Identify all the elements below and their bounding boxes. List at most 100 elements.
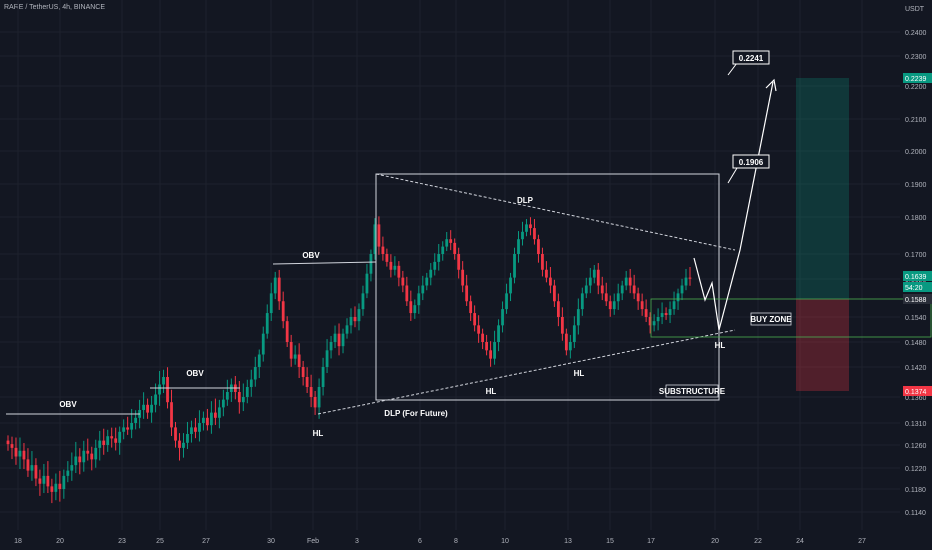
candle-body (576, 309, 580, 326)
candle-body (648, 317, 652, 326)
candle-body (22, 450, 26, 460)
y-tick-label: 0.1480 (905, 340, 927, 347)
buy-zone-box (650, 298, 932, 338)
candle-body (122, 427, 126, 432)
candle-body (620, 285, 624, 294)
candle-body (401, 277, 405, 286)
substructure-box (375, 173, 720, 401)
candle-body (18, 450, 22, 457)
candle-body (541, 254, 544, 270)
entry-price-badge: 0.1588 (905, 297, 927, 304)
candle-body (361, 293, 365, 310)
candle-body (568, 342, 572, 351)
candle-body (533, 228, 536, 240)
candle-body (82, 450, 86, 463)
candle-body (158, 384, 161, 395)
candle-body (70, 465, 74, 471)
candle-body (560, 317, 564, 334)
candle-body (213, 412, 217, 418)
candle-body (449, 239, 453, 243)
annotations: OBV OBV OBV SUBSTRUCTURE DLP DLP (For Future)… (6, 50, 932, 438)
price-badges: 0.2239 0.1639 54:20 0.1588 0.1374 (903, 73, 932, 396)
candle-body (477, 325, 481, 334)
candle-body (237, 392, 241, 403)
hl-label: HL (313, 429, 324, 438)
stop-price-badge-bg (903, 386, 932, 396)
candle-body (58, 483, 62, 489)
candle-body (94, 447, 98, 460)
obv-label: OBV (302, 251, 320, 260)
x-tick-label: 18 (14, 538, 22, 545)
candle-body (552, 285, 556, 302)
candle-body (150, 404, 153, 413)
target-1-box (732, 154, 770, 169)
x-tick-label: 24 (796, 538, 804, 545)
candle-body (660, 313, 664, 317)
candle-body (545, 269, 548, 278)
x-tick-label: Feb (307, 538, 319, 545)
candle-body (461, 269, 465, 286)
candle-body (321, 367, 325, 387)
candle-body (210, 412, 213, 426)
y-tick-label: 0.1800 (905, 215, 927, 222)
y-tick-label: 0.2000 (905, 149, 927, 156)
candle-body (676, 293, 680, 302)
candle-body (118, 431, 122, 443)
candle-body (517, 239, 520, 254)
x-tick-label: 27 (202, 538, 210, 545)
candle-body (46, 475, 50, 487)
candle-body (313, 397, 317, 408)
candle-body (457, 254, 461, 270)
candle-body (572, 325, 576, 342)
dlp-label: DLP (517, 196, 534, 205)
y-tick-label: 0.1220 (905, 466, 927, 473)
x-tick-label: 17 (647, 538, 655, 545)
candle-body (194, 427, 197, 432)
y-tick-label: 0.2400 (905, 30, 927, 37)
target-2-box (732, 50, 770, 65)
candle-body (10, 444, 14, 448)
buy-zone-label: BUY ZONE (750, 315, 792, 324)
candle-body (166, 377, 169, 403)
x-tick-label: 25 (156, 538, 164, 545)
candle-body (34, 465, 38, 479)
candle-body (373, 224, 377, 254)
projection-arrow (765, 78, 777, 92)
candle-body (636, 293, 640, 302)
candle-body (106, 436, 110, 445)
candle-body (688, 277, 692, 279)
current-price-badge-bg (903, 271, 932, 281)
candle-body (217, 407, 221, 418)
candle-body (317, 387, 321, 408)
candle-body (130, 423, 134, 430)
candle-body (198, 423, 201, 432)
candle-body (261, 333, 265, 355)
candle-body (333, 333, 337, 342)
candle-body (672, 301, 676, 310)
y-tick-label: 0.1260 (905, 443, 927, 450)
candle-body (664, 313, 668, 316)
candle-body (154, 394, 157, 405)
candle-body (357, 309, 361, 322)
candle-body (134, 417, 138, 423)
candle-body (86, 450, 90, 454)
candle-body (249, 379, 253, 387)
axis-unit: USDT (905, 6, 925, 13)
candle-body (98, 440, 102, 448)
candle-body (162, 377, 165, 385)
x-tick-label: 15 (606, 538, 614, 545)
candle-body (640, 301, 644, 310)
candle-body (481, 333, 485, 342)
x-tick-label: 8 (454, 538, 458, 545)
candle-body (596, 269, 600, 286)
candle-body (265, 313, 269, 334)
hl-label: HL (715, 341, 726, 350)
candle-body (206, 417, 209, 426)
y-tick-label: 0.1310 (905, 421, 927, 428)
time-axis[interactable]: 18 20 23 25 27 30 Feb 3 6 8 10 13 15 17 20 22 24 27 (14, 538, 866, 545)
candle-body (102, 440, 106, 445)
candle-body (66, 470, 70, 476)
candle-body (38, 478, 42, 484)
candle-body (297, 354, 301, 367)
